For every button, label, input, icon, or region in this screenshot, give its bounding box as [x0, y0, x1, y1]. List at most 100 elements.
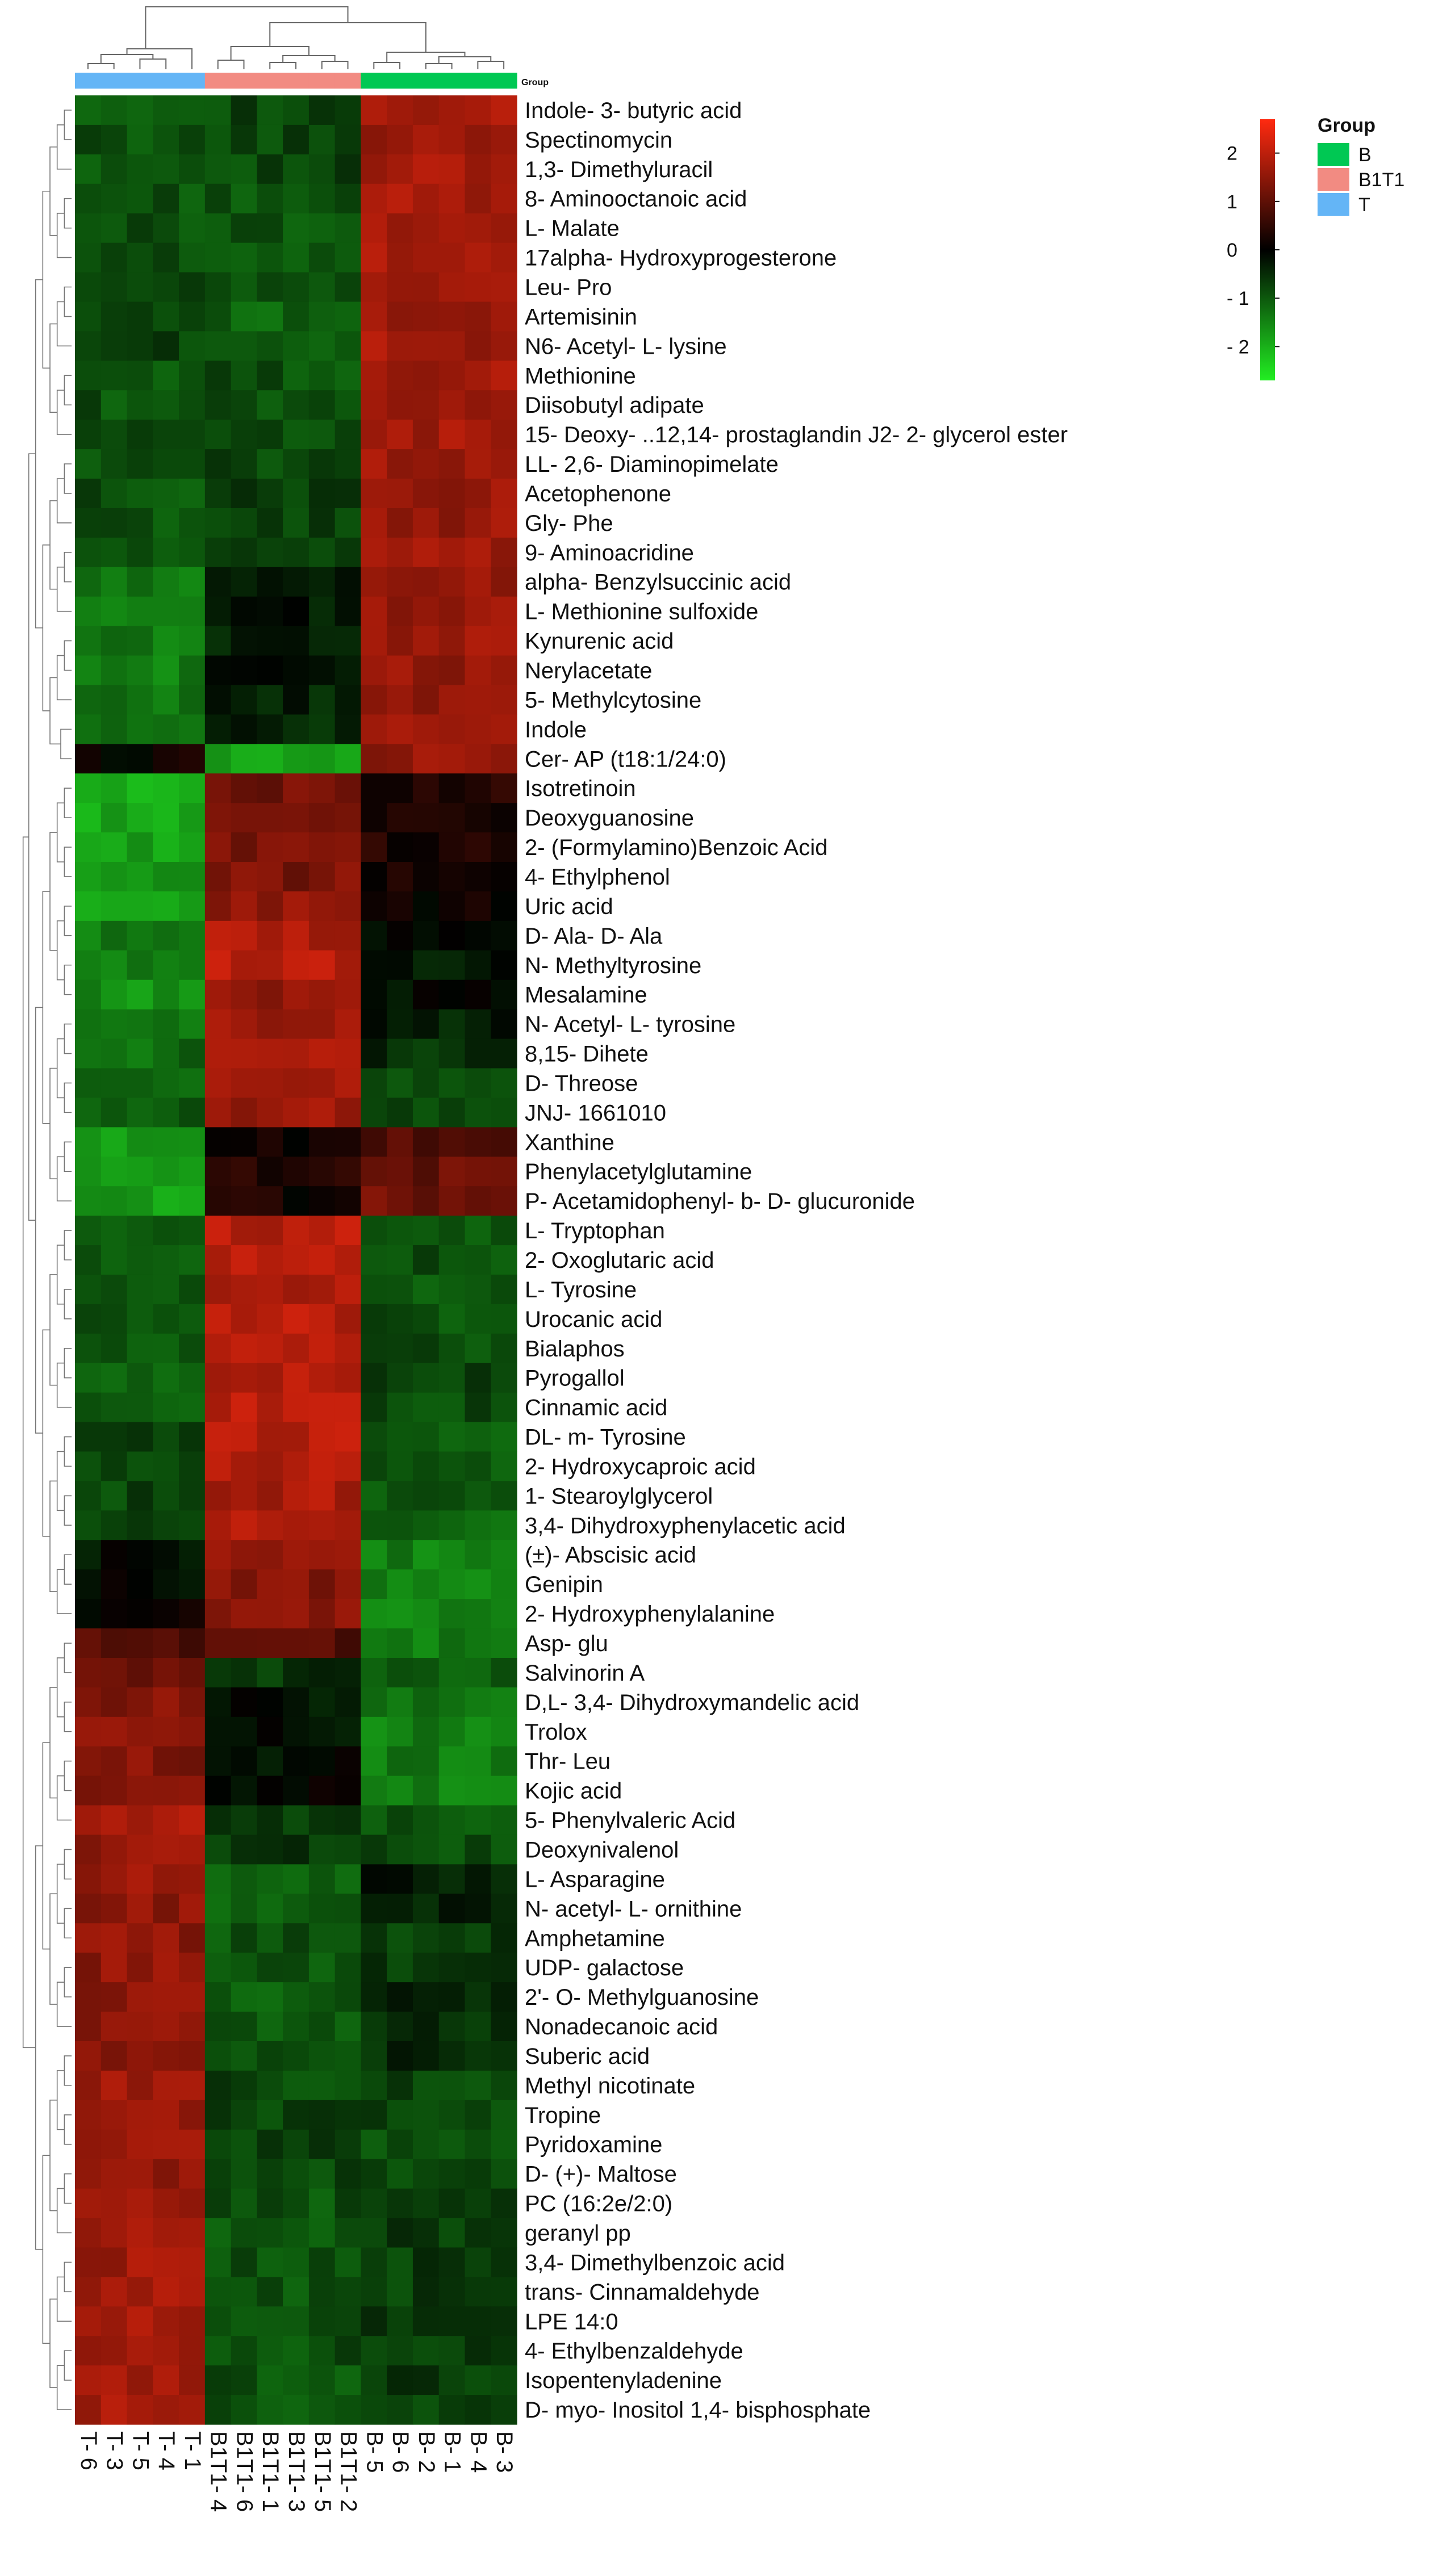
heatmap-cell — [387, 744, 413, 774]
heatmap-cell — [334, 920, 362, 951]
row-label: Salvinorin A — [525, 1661, 645, 1686]
heatmap-cell — [465, 920, 491, 951]
group-bar-cell — [361, 73, 387, 89]
heatmap-cell — [179, 95, 206, 125]
heatmap-cell — [361, 2100, 387, 2130]
heatmap-cell — [231, 2070, 257, 2101]
heatmap-cell — [75, 2218, 102, 2248]
heatmap-cell — [387, 1687, 413, 1718]
heatmap-cell — [101, 1834, 128, 1865]
heatmap-cell — [153, 920, 179, 951]
heatmap-cell — [438, 567, 466, 597]
heatmap-cell — [257, 773, 283, 803]
heatmap-cell — [334, 449, 362, 479]
heatmap-cell — [387, 1068, 413, 1099]
heatmap-cell — [101, 1333, 128, 1364]
heatmap-cell — [361, 95, 387, 125]
legend-groups: B B1T1 T — [1318, 143, 1404, 216]
heatmap-cell — [361, 1923, 387, 1953]
heatmap-cell — [387, 1216, 413, 1246]
heatmap-cell — [387, 714, 413, 744]
heatmap-cell — [231, 1068, 257, 1099]
heatmap-cell — [231, 920, 257, 951]
heatmap-cell — [491, 773, 517, 803]
heatmap-cell — [257, 803, 283, 833]
heatmap-cell — [179, 803, 206, 833]
heatmap-cell — [204, 331, 232, 361]
heatmap-cell — [257, 744, 283, 774]
heatmap-cell — [257, 1569, 283, 1599]
row-label: 4- Ethylbenzaldehyde — [525, 2339, 743, 2364]
heatmap-cell — [387, 272, 413, 303]
row-label: 8- Aminooctanoic acid — [525, 187, 747, 212]
heatmap-cell — [101, 420, 128, 450]
row-label: 15- Deoxy- ..12,14- prostaglandin J2- 2-… — [525, 422, 1068, 447]
heatmap-cell — [491, 95, 517, 125]
heatmap-cell — [127, 331, 153, 361]
heatmap-cell — [101, 1953, 128, 1983]
heatmap-cell — [257, 1923, 283, 1953]
heatmap-cell — [179, 685, 206, 715]
heatmap-cell — [438, 1628, 466, 1658]
row-label: N- Acetyl- L- tyrosine — [525, 1012, 735, 1037]
heatmap-cell — [257, 832, 283, 862]
heatmap-cell — [231, 2277, 257, 2307]
heatmap-cell — [257, 420, 283, 450]
heatmap-cell — [361, 744, 387, 774]
heatmap-cell — [283, 596, 310, 627]
heatmap-cell — [412, 1245, 440, 1275]
heatmap-cell — [179, 1422, 206, 1452]
heatmap-cell — [179, 1186, 206, 1216]
heatmap-cell — [231, 1599, 257, 1629]
heatmap-cell — [308, 1038, 336, 1069]
heatmap-cell — [75, 655, 102, 686]
heatmap-cell — [75, 1540, 102, 1570]
heatmap-cell — [127, 1363, 153, 1393]
heatmap-cell — [387, 862, 413, 892]
row-label: 4- Ethylphenol — [525, 865, 670, 890]
heatmap-cell — [465, 1274, 491, 1305]
heatmap-cell — [127, 1687, 153, 1718]
heatmap-cell — [334, 2365, 362, 2395]
heatmap-cell — [153, 1805, 179, 1836]
heatmap-cell — [231, 2159, 257, 2189]
heatmap-cell — [231, 714, 257, 744]
heatmap-cell — [127, 714, 153, 744]
heatmap-cell — [412, 331, 440, 361]
heatmap-cell — [153, 1510, 179, 1540]
heatmap-cell — [438, 1805, 466, 1836]
heatmap-cell — [204, 1953, 232, 1983]
heatmap-cell — [283, 1657, 310, 1688]
heatmap-cell — [308, 1009, 336, 1040]
heatmap-cell — [387, 1245, 413, 1275]
heatmap-cell — [153, 449, 179, 479]
heatmap-cell — [204, 213, 232, 244]
heatmap-cell — [361, 361, 387, 391]
heatmap-cell — [465, 950, 491, 981]
heatmap-cell — [438, 891, 466, 922]
heatmap-cell — [101, 1127, 128, 1157]
heatmap-cell — [101, 2070, 128, 2101]
heatmap-cell — [257, 1333, 283, 1364]
heatmap-cell — [438, 2365, 466, 2395]
group-bar-cell — [491, 73, 517, 89]
heatmap-cell — [153, 420, 179, 450]
heatmap-cell — [231, 1746, 257, 1777]
heatmap-cell — [153, 950, 179, 981]
heatmap-cell — [204, 2041, 232, 2071]
heatmap-cell — [75, 1127, 102, 1157]
heatmap-cell — [101, 331, 128, 361]
heatmap-cell — [438, 1923, 466, 1953]
heatmap-cell — [127, 1599, 153, 1629]
heatmap-cell — [127, 950, 153, 981]
heatmap-cell — [257, 1657, 283, 1688]
row-label: Mesalamine — [525, 983, 647, 1008]
heatmap-cell — [153, 626, 179, 656]
heatmap-cell — [257, 2277, 283, 2307]
heatmap-cell — [153, 1982, 179, 2012]
heatmap-cell — [204, 1127, 232, 1157]
heatmap-cell — [491, 1599, 517, 1629]
heatmap-cell — [153, 1657, 179, 1688]
heatmap-cell — [465, 2129, 491, 2160]
heatmap-cell — [334, 420, 362, 450]
